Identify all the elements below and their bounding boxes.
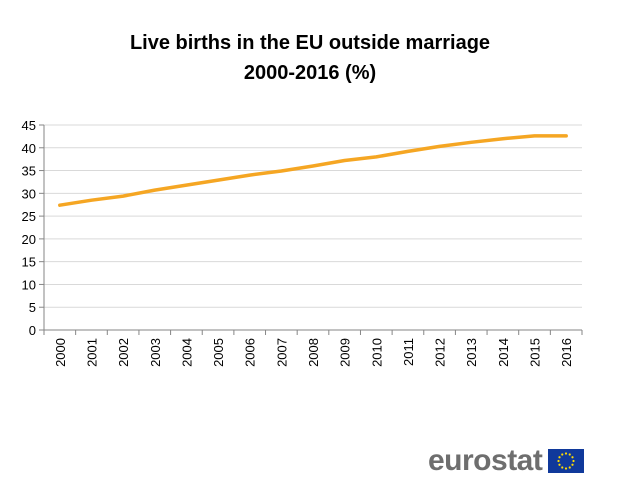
y-tick-label: 0 [29,323,36,338]
x-tick-label: 2004 [179,338,194,367]
flag-star [561,466,564,469]
chart-title: Live births in the EU outside marriage [129,32,491,54]
y-tick-label: 25 [22,209,36,224]
x-tick-label: 2007 [274,338,289,367]
y-tick-label: 10 [22,277,36,292]
flag-star [557,459,560,463]
x-tick-label: 2006 [243,338,258,367]
flag-star [565,467,568,470]
series-layer [58,134,568,207]
x-tick-label: 2014 [496,338,511,367]
flag-star [569,466,572,469]
x-tick-label: 2000 [53,338,68,367]
chart-subtitle: 2000-2016 (%) [243,62,377,84]
flag-star [561,453,564,456]
flag-star [565,452,568,455]
eu-flag-icon [548,449,585,473]
x-tick-label: 2008 [306,338,321,367]
y-tick-label: 15 [22,255,36,270]
flag-star [572,459,575,463]
x-tick-label: 2003 [148,338,163,367]
x-tick-label: 2010 [369,338,384,367]
x-axis: 2000 2001 2002 2003 2004 2005 2006 2007 2008 2009… [43,329,583,367]
x-tick-label: 2016 [559,338,574,367]
y-tick-label: 45 [22,118,36,133]
x-tick-label: 2013 [464,338,479,367]
y-tick-label: 5 [29,300,36,315]
flag-star [558,463,561,466]
flag-star [569,453,572,456]
x-tick-label: 2002 [116,338,131,367]
y-tick-label: 30 [22,186,36,201]
y-tick-label: 35 [22,164,36,179]
x-tick-label: 2012 [433,338,448,367]
flag-star [571,456,574,459]
y-axis-ticks: 0 5 10 15 20 25 30 35 40 45 [22,118,45,338]
x-tick-label: 2001 [84,338,99,367]
x-tick-label: 2011 [401,338,416,366]
y-tick-label: 40 [22,141,36,156]
flag-star [558,456,561,459]
logo-text: eurostat [428,444,543,477]
flag-star [571,463,574,466]
y-tick-label: 20 [22,232,36,247]
chart-title-block: Live births in the EU outside marriage 2… [0,28,620,88]
eurostat-logo: eurostat [428,444,585,478]
x-tick-label: 2015 [528,338,543,367]
x-tick-label: 2009 [338,338,353,367]
x-tick-label: 2005 [211,338,226,367]
gridlines [44,124,582,308]
